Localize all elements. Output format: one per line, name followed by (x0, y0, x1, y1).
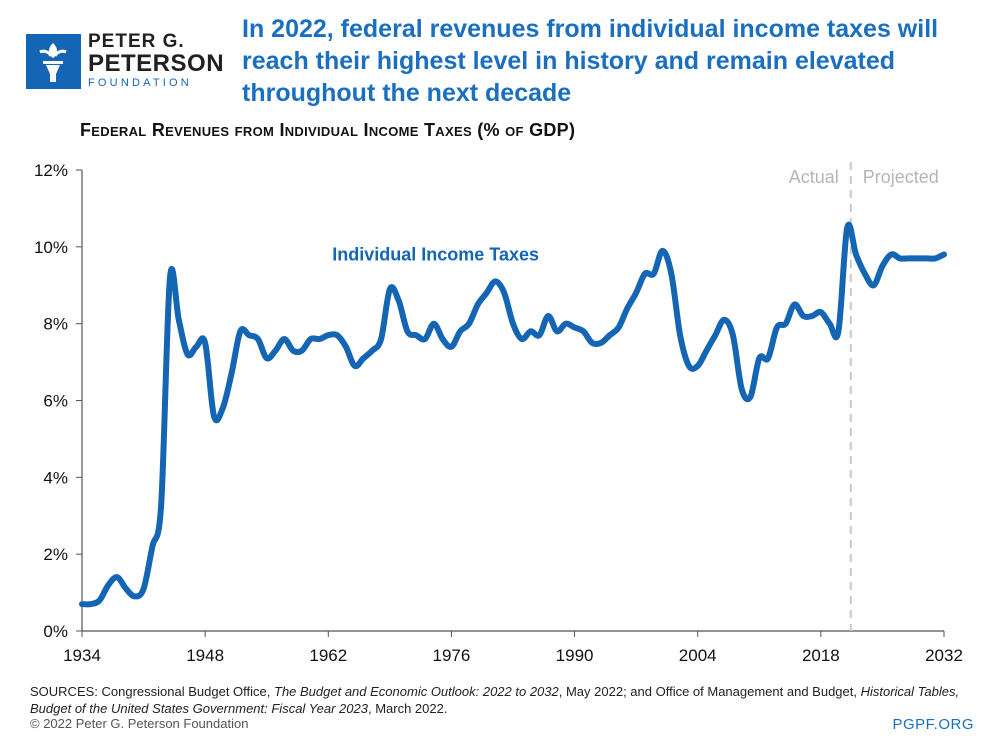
series-label: Individual Income Taxes (332, 245, 539, 265)
sources-note: SOURCES: Congressional Budget Office, Th… (30, 683, 980, 717)
line-chart: 0% 2% 4% 6% 8% 10% 12% 1934 1948 1962 1976 1990 2004… (34, 161, 963, 665)
x-tick-label: 2004 (679, 646, 717, 665)
sources-prefix: SOURCES: Congressional Budget Office, (30, 684, 274, 699)
projected-label: Projected (863, 167, 939, 187)
y-tick-label: 0% (43, 622, 68, 641)
x-tick-label: 1976 (433, 646, 471, 665)
sources-title-2: Historical Tables, Budget of the United … (30, 684, 960, 716)
torch-icon (26, 34, 81, 89)
y-tick-label: 10% (34, 238, 68, 257)
x-tick-label: 1948 (186, 646, 224, 665)
logo-line-3: FOUNDATION (88, 77, 192, 89)
y-tick-label: 8% (43, 315, 68, 334)
y-tick-label: 12% (34, 161, 68, 180)
headline: In 2022, federal revenues from individua… (242, 15, 939, 107)
series-line-individual-income-taxes (79, 221, 947, 608)
logo-wordmark: PETER G. PETERSON FOUNDATION (88, 32, 224, 90)
sources-mid: , May 2022; and Office of Management and… (558, 684, 861, 699)
y-tick-label: 2% (43, 545, 68, 564)
website-link[interactable]: PGPF.ORG (892, 716, 974, 733)
logo-line-2: PETERSON (88, 50, 225, 77)
foundation-logo: PETER G. PETERSON FOUNDATION (26, 30, 226, 90)
x-tick-label: 1990 (556, 646, 594, 665)
actual-label: Actual (789, 167, 839, 187)
x-tick-label: 2032 (925, 646, 963, 665)
x-tick-label: 1934 (63, 646, 101, 665)
copyright: © 2022 Peter G. Peterson Foundation (30, 716, 249, 731)
chart-title: Federal Revenues from Individual Income … (80, 120, 576, 140)
x-tick-label: 2018 (802, 646, 840, 665)
x-tick-label: 1962 (309, 646, 347, 665)
y-tick-label: 4% (43, 468, 68, 487)
sources-title-1: The Budget and Economic Outlook: 2022 to… (274, 684, 559, 699)
sources-suffix: , March 2022. (367, 701, 448, 716)
logo-line-1: PETER G. (88, 31, 185, 52)
y-tick-label: 6% (43, 392, 68, 411)
